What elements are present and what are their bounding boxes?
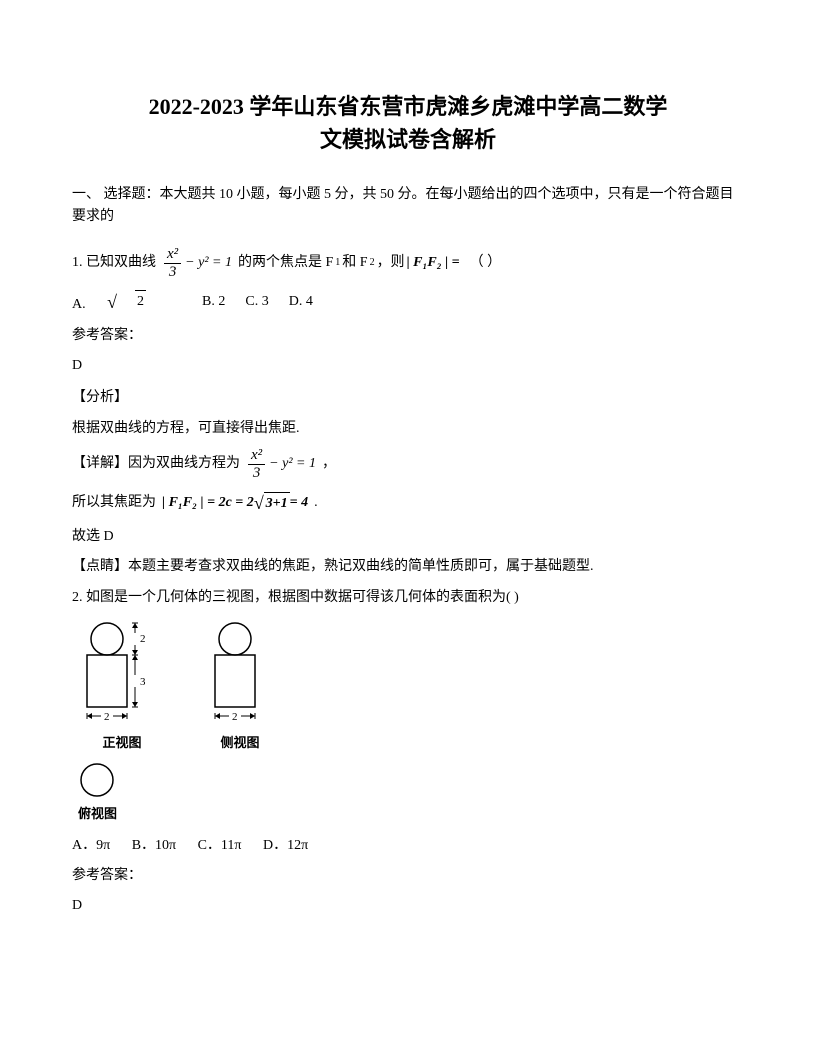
dim-2-circle: 2 bbox=[140, 633, 146, 645]
front-view-label: 正视图 bbox=[102, 733, 141, 754]
q1-ref-label: 参考答案： bbox=[72, 325, 744, 347]
q1-focal: | F₁F₂ | = bbox=[407, 252, 460, 274]
dim-2-side: 2 bbox=[232, 711, 238, 723]
q1-stem: 1. 已知双曲线 x² 3 − y² = 1 的两个焦点是 F1 和 F2 ，则… bbox=[72, 247, 744, 280]
dim-3: 3 bbox=[140, 676, 146, 688]
top-view: 俯视图 bbox=[72, 760, 744, 825]
q2-opt-d: D．12π bbox=[263, 838, 308, 853]
q1-focal-line: 所以其焦距为 | F₁F₂ | = 2c = 2 √3+1 = 4 . bbox=[72, 489, 744, 518]
q1-therefore: 故选 D bbox=[72, 526, 744, 548]
three-views-diagram: 2 3 2 正视图 bbox=[72, 619, 744, 825]
q2-answer: D bbox=[72, 895, 744, 917]
front-view-svg: 2 3 2 bbox=[72, 619, 172, 729]
q1-detail: 【详解】因为双曲线方程为 x² 3 − y² = 1 ， bbox=[72, 448, 744, 481]
q1-prefix: 1. 已知双曲线 bbox=[72, 252, 156, 274]
q1-analysis-label: 【分析】 bbox=[72, 387, 744, 409]
title-line-1: 2022-2023 学年山东省东营市虎滩乡虎滩中学高二数学 bbox=[72, 90, 744, 123]
q1-tip: 【点睛】本题主要考查求双曲线的焦距，熟记双曲线的简单性质即可，属于基础题型. bbox=[72, 556, 744, 578]
q1-opt-d: D. 4 bbox=[289, 291, 313, 313]
q1-opt-a: A. √2 bbox=[72, 288, 182, 317]
side-view: 2 侧视图 bbox=[200, 619, 280, 754]
question-1: 1. 已知双曲线 x² 3 − y² = 1 的两个焦点是 F1 和 F2 ，则… bbox=[72, 247, 744, 579]
question-2: 2. 如图是一个几何体的三视图，根据图中数据可得该几何体的表面积为( ) 2 bbox=[72, 587, 744, 918]
dim-2-width: 2 bbox=[104, 711, 110, 723]
q2-opt-b: B．10π bbox=[132, 838, 176, 853]
q2-opt-a: A．9π bbox=[72, 838, 110, 853]
top-view-svg bbox=[72, 760, 132, 800]
q2-options: A．9π B．10π C．11π D．12π bbox=[72, 835, 744, 857]
q1-paren: （ ） bbox=[470, 252, 502, 274]
q1-answer: D bbox=[72, 355, 744, 377]
q1-detail-eq: x² 3 − y² = 1 bbox=[246, 448, 316, 481]
side-view-label: 侧视图 bbox=[220, 733, 259, 754]
q1-mid: 的两个焦点是 F bbox=[238, 252, 333, 274]
section-header: 一、 选择题：本大题共 10 小题，每小题 5 分，共 50 分。在每小题给出的… bbox=[72, 184, 744, 229]
q2-ref-label: 参考答案： bbox=[72, 865, 744, 887]
q1-opt-b: B. 2 bbox=[202, 291, 225, 313]
front-view: 2 3 2 正视图 bbox=[72, 619, 172, 754]
q2-stem: 2. 如图是一个几何体的三视图，根据图中数据可得该几何体的表面积为( ) bbox=[72, 587, 744, 609]
title-line-2: 文模拟试卷含解析 bbox=[72, 123, 744, 156]
side-view-svg: 2 bbox=[200, 619, 280, 729]
doc-title: 2022-2023 学年山东省东营市虎滩乡虎滩中学高二数学 文模拟试卷含解析 bbox=[72, 90, 744, 156]
q1-focal-eq: | F₁F₂ | = 2c = 2 √3+1 = 4 bbox=[162, 489, 308, 518]
top-view-label: 俯视图 bbox=[78, 804, 117, 825]
q1-analysis-text: 根据双曲线的方程，可直接得出焦距. bbox=[72, 418, 744, 440]
q2-opt-c: C．11π bbox=[198, 838, 242, 853]
q1-equation: x² 3 − y² = 1 bbox=[162, 247, 232, 280]
q1-opt-c: C. 3 bbox=[245, 291, 268, 313]
q1-options: A. √2 B. 2 C. 3 D. 4 bbox=[72, 288, 744, 317]
